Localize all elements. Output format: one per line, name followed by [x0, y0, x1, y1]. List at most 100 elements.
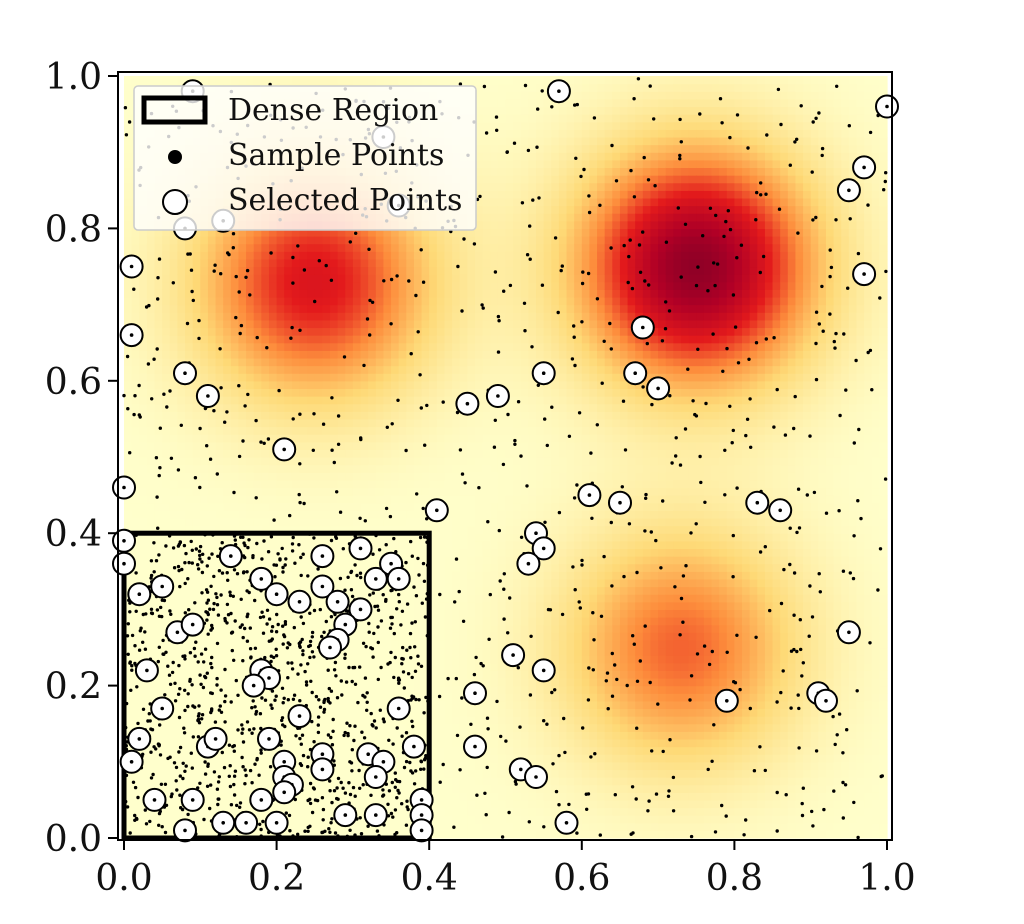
density-cell — [154, 601, 163, 610]
density-cell — [223, 830, 232, 839]
density-cell — [307, 357, 316, 367]
density-cell — [291, 609, 301, 618]
density-cell — [246, 502, 255, 511]
density-cell — [299, 319, 308, 329]
density-cell — [482, 434, 491, 443]
density-cell — [162, 350, 171, 359]
density-cell — [291, 525, 301, 534]
density-cell — [299, 396, 308, 405]
density-cell — [429, 396, 438, 405]
density-cell — [192, 472, 201, 481]
density-cell — [368, 479, 377, 489]
density-cell — [230, 266, 240, 275]
density-cell — [322, 342, 331, 351]
density-cell — [459, 655, 468, 664]
density-cell — [246, 738, 255, 748]
density-cell — [482, 655, 491, 664]
density-cell — [406, 556, 415, 565]
density-cell — [284, 426, 293, 435]
density-cell — [146, 677, 156, 687]
density-cell — [230, 525, 240, 534]
density-cell — [398, 396, 407, 405]
density-cell — [452, 685, 461, 694]
density-cell — [261, 357, 270, 367]
density-cell — [459, 373, 468, 382]
density-cell — [406, 335, 415, 344]
density-cell — [230, 76, 240, 85]
density-cell — [169, 335, 179, 344]
density-cell — [322, 822, 331, 831]
density-cell — [322, 815, 331, 824]
density-cell — [238, 441, 247, 450]
density-cell — [398, 556, 407, 565]
density-cell — [207, 76, 217, 85]
density-cell — [185, 434, 194, 443]
density-cell — [345, 342, 354, 351]
density-cell — [474, 342, 484, 351]
density-cell — [474, 563, 484, 572]
density-cell — [169, 510, 179, 519]
density-cell — [314, 449, 323, 458]
density-cell — [444, 533, 453, 542]
density-cell — [223, 396, 232, 405]
density-cell — [490, 647, 499, 656]
density-cell — [429, 258, 438, 268]
density-cell — [345, 312, 354, 321]
density-cell — [276, 76, 285, 85]
density-cell — [299, 251, 308, 260]
density-cell — [268, 556, 278, 565]
density-cell — [436, 594, 446, 603]
density-cell — [291, 677, 301, 687]
density-cell — [490, 220, 499, 229]
density-cell — [482, 205, 491, 214]
density-cell — [391, 479, 400, 489]
density-cell — [314, 784, 323, 793]
density-cell — [230, 693, 240, 702]
density-cell — [413, 548, 423, 557]
density-cell — [482, 525, 491, 534]
density-cell — [368, 274, 377, 283]
density-cell — [467, 784, 476, 793]
density-cell — [215, 266, 224, 275]
density-cell — [383, 411, 392, 420]
density-cell — [337, 548, 346, 557]
density-cell — [429, 617, 438, 626]
density-cell — [215, 517, 224, 527]
density-cell — [452, 411, 461, 420]
density-cell — [383, 289, 392, 298]
density-cell — [497, 350, 507, 359]
density-cell — [169, 670, 179, 679]
density-cell — [230, 830, 240, 839]
density-cell — [474, 533, 484, 542]
density-cell — [154, 563, 163, 572]
density-cell — [230, 457, 240, 466]
density-cell — [383, 594, 392, 603]
density-cell — [268, 312, 278, 321]
density-cell — [360, 830, 369, 839]
density-cell — [375, 403, 385, 412]
density-cell — [352, 418, 362, 428]
density-cell — [146, 594, 156, 603]
density-cell — [383, 243, 392, 252]
density-cell — [291, 479, 301, 489]
density-cell — [215, 495, 224, 504]
density-cell — [474, 114, 484, 123]
density-cell — [246, 304, 255, 313]
density-cell — [261, 761, 270, 771]
density-cell — [246, 434, 255, 443]
density-cell — [391, 396, 400, 405]
density-cell — [330, 236, 339, 245]
density-cell — [383, 335, 392, 344]
density-cell — [291, 685, 301, 694]
density-cell — [490, 784, 499, 793]
density-cell — [314, 822, 323, 831]
density-cell — [291, 792, 301, 801]
density-cell — [444, 761, 453, 771]
density-cell — [276, 624, 285, 633]
density-cell — [276, 533, 285, 542]
density-cell — [330, 548, 339, 557]
density-cell — [169, 251, 179, 260]
density-cell — [406, 312, 415, 321]
density-cell — [429, 784, 438, 793]
density-cell — [207, 258, 217, 268]
